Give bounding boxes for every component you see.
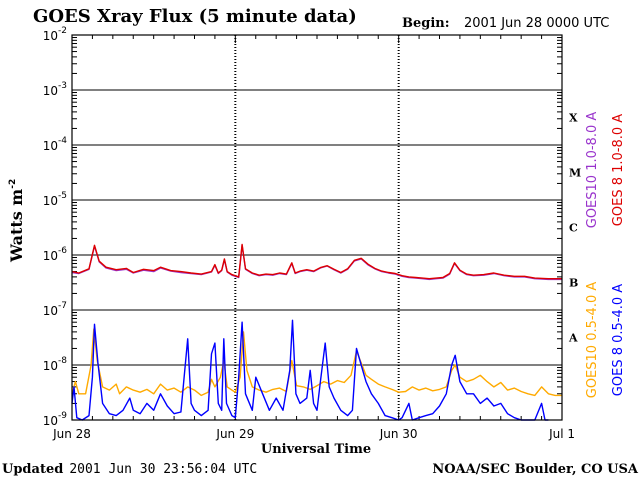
y-tick-exponent: -3: [58, 81, 67, 91]
footer-updated: Updated 2001 Jun 30 23:56:04 UTC: [2, 462, 257, 477]
y-tick-exponent: -5: [58, 191, 67, 201]
flare-class-b: B: [569, 277, 578, 290]
y-axis-label-text: Watts m: [7, 189, 26, 263]
chart-title: GOES Xray Flux (5 minute data): [33, 6, 357, 27]
legend: GOES10 1.0-8.0 A GOES 8 1.0-8.0 A GOES10 0…: [585, 112, 626, 399]
y-tick-label: 10: [43, 29, 58, 43]
x-tick-label: Jun 28: [52, 427, 91, 441]
legend-entry: GOES10 0.5-4.0 A: [585, 282, 600, 399]
y-tick-exponent: -7: [58, 301, 67, 311]
plot-frame: [71, 34, 563, 421]
y-tick-labels: 10-210-310-410-510-610-710-810-9: [43, 26, 68, 428]
flare-class-x: X: [569, 112, 578, 125]
flare-class-c: C: [569, 222, 578, 235]
y-tick-label: 10: [43, 249, 58, 263]
x-tick-label: Jul 1: [548, 427, 575, 441]
legend-entry: GOES 8 1.0-8.0 A: [611, 114, 626, 226]
y-tick-exponent: -6: [58, 246, 67, 256]
y-axis-label: Watts m-2: [7, 179, 26, 263]
footer-updated-label: Updated: [2, 462, 63, 477]
footer-source: NOAA/SEC Boulder, CO USA: [432, 462, 639, 477]
legend-entry: GOES10 1.0-8.0 A: [585, 112, 600, 229]
x-tick-labels: Jun 28 Jun 29 Jun 30 Jul 1: [52, 427, 575, 441]
y-tick-label: 10: [43, 194, 58, 208]
y-tick-exponent: -9: [58, 411, 67, 421]
legend-entry: GOES 8 0.5-4.0 A: [611, 284, 626, 396]
y-tick-exponent: -8: [58, 356, 67, 366]
y-tick-label: 10: [43, 414, 58, 428]
footer-updated-value: 2001 Jun 30 23:56:04 UTC: [69, 462, 257, 477]
grid-layer: [71, 34, 563, 421]
series-line-goes-8-1-0-8-0-a: [71, 243, 562, 280]
y-tick-label: 10: [43, 139, 58, 153]
flare-class-labels: X M C B A: [568, 112, 581, 345]
y-tick-exponent: -2: [58, 26, 67, 36]
x-tick-label: Jun 30: [379, 427, 418, 441]
flare-class-m: M: [569, 167, 581, 180]
y-tick-label: 10: [43, 304, 58, 318]
series-line-goes-8-0-5-4-0-a: [71, 319, 549, 421]
series-line-goes10-0-5-4-0-a: [71, 328, 562, 397]
begin-value: 2001 Jun 28 0000 UTC: [464, 16, 609, 31]
series-layer: [71, 243, 562, 421]
y-tick-label: 10: [43, 84, 58, 98]
begin-label: Begin:: [402, 16, 450, 31]
flare-class-a: A: [568, 332, 578, 345]
y-tick-label: 10: [43, 359, 58, 373]
y-tick-exponent: -4: [58, 136, 67, 146]
x-tick-label: Jun 29: [215, 427, 254, 441]
y-axis-label-exponent: -2: [8, 179, 18, 189]
x-axis-label: Universal Time: [261, 442, 371, 457]
